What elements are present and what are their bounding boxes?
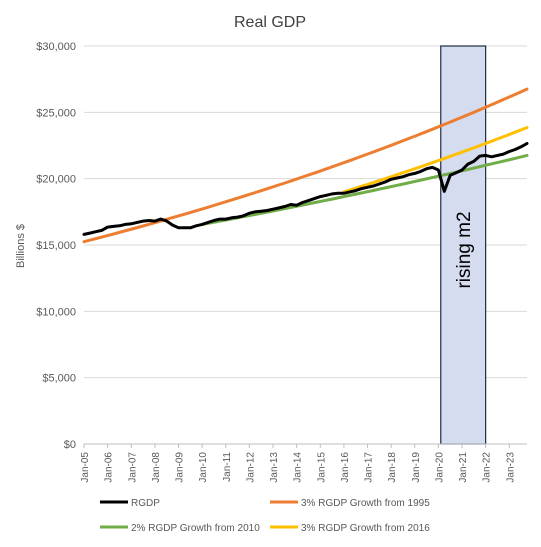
y-tick-label: $30,000 bbox=[36, 41, 76, 53]
x-tick-label: Jan-17 bbox=[364, 452, 375, 483]
x-tick-label: Jan-07 bbox=[127, 452, 138, 483]
x-tick-label: Jan-06 bbox=[104, 452, 115, 483]
legend-label: RGDP bbox=[131, 498, 160, 509]
x-tick-label: Jan-12 bbox=[245, 452, 256, 483]
x-tick-label: Jan-14 bbox=[293, 452, 304, 483]
annotation-layer: rising m2 bbox=[440, 45, 487, 445]
x-tick-label: Jan-20 bbox=[434, 452, 445, 483]
legend: RGDP 3% RGDP Growth from 1995 2% RGDP Grow… bbox=[100, 498, 430, 534]
series-line bbox=[342, 126, 529, 194]
x-tick-label: Jan-13 bbox=[269, 452, 280, 483]
chart-title: Real GDP bbox=[234, 14, 306, 31]
y-tick-label: $25,000 bbox=[36, 107, 76, 119]
x-tick-label: Jan-10 bbox=[198, 452, 209, 483]
y-tick-label: $10,000 bbox=[36, 306, 76, 318]
y-tick-label: $20,000 bbox=[36, 174, 76, 186]
x-tick-label: Jan-08 bbox=[151, 452, 162, 483]
x-tick-label: Jan-16 bbox=[340, 452, 351, 483]
y-tick-label: $15,000 bbox=[36, 240, 76, 252]
annotation-label: rising m2 bbox=[454, 211, 475, 288]
series-lines bbox=[82, 87, 529, 244]
legend-label: 3% RGDP Growth from 1995 bbox=[301, 498, 430, 509]
x-tick-label: Jan-09 bbox=[175, 452, 186, 483]
series-line bbox=[82, 87, 529, 244]
y-axis-label: Billions $ bbox=[15, 224, 27, 268]
x-tick-label: Jan-21 bbox=[458, 452, 469, 483]
legend-label: 3% RGDP Growth from 2016 bbox=[301, 523, 430, 534]
x-tick-label: Jan-18 bbox=[387, 452, 398, 483]
y-tick-label: $0 bbox=[64, 439, 76, 451]
x-tick-label: Jan-05 bbox=[80, 452, 91, 483]
series-line bbox=[200, 153, 529, 226]
x-tick-label: Jan-23 bbox=[505, 452, 516, 483]
y-tick-label: $5,000 bbox=[42, 373, 76, 385]
x-tick-label: Jan-22 bbox=[482, 452, 493, 483]
axes: $0 $5,000 $10,000 $15,000 $20,000 $25,000 $30,… bbox=[36, 41, 527, 483]
legend-label: 2% RGDP Growth from 2010 bbox=[131, 523, 260, 534]
x-tick-label: Jan-15 bbox=[316, 452, 327, 483]
series-line bbox=[82, 142, 529, 236]
x-tick-label: Jan-19 bbox=[411, 452, 422, 483]
x-tick-label: Jan-11 bbox=[222, 452, 233, 482]
